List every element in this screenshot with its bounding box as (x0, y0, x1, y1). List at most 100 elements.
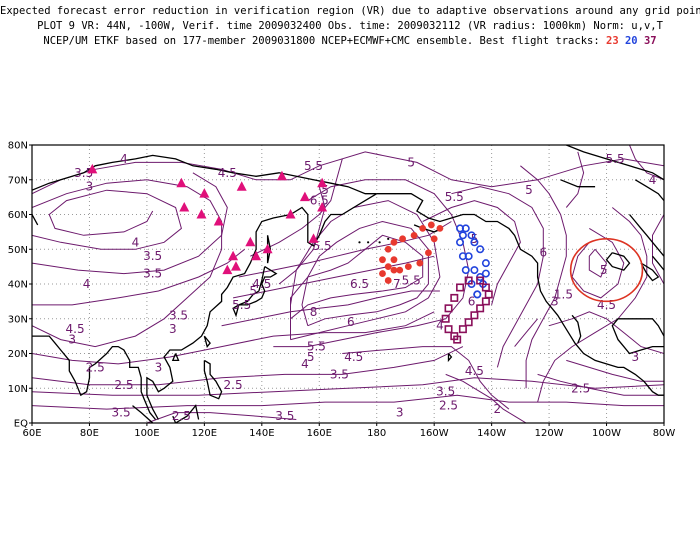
contour-label: 5.5 (606, 152, 625, 166)
coastline (171, 353, 180, 362)
track-purple-point (450, 293, 459, 302)
track-label-blue: 20 (624, 35, 638, 47)
contour-label: 4.5 (344, 350, 363, 364)
contour-label: 4 (83, 277, 91, 291)
contour-label: 3 (68, 333, 76, 347)
contour-label: 6 (540, 246, 548, 260)
lat-tick-label: 30N (8, 314, 28, 325)
contour-label: 2.5 (571, 381, 590, 395)
coastline (652, 255, 664, 271)
island (358, 241, 361, 244)
contour-label: 4.5 (252, 277, 271, 291)
contour-line (537, 207, 648, 403)
contour-label: 4 (132, 235, 140, 249)
coastline (571, 314, 582, 344)
contour-label: 5 (600, 263, 608, 277)
title-line-3: NCEP/UM ETKF based on 177-member 2009031… (0, 35, 700, 48)
contour-label: 3 (631, 350, 639, 364)
contour-label: 3.5 (112, 406, 131, 420)
lon-tick-label: 140E (249, 428, 274, 439)
title-line-1: Expected forecast error reduction in ver… (0, 5, 700, 17)
contour-line (32, 377, 664, 396)
contour-line (451, 186, 544, 368)
lat-tick-label: 50N (8, 245, 28, 256)
title-line-3-text: NCEP/UM ETKF based on 177-member 2009031… (43, 35, 606, 47)
contour-label: 5 (321, 183, 329, 197)
lon-tick-label: 180 (367, 428, 386, 439)
track-red-point (436, 225, 444, 232)
contour-label: 3 (551, 294, 559, 308)
lon-tick-label: 120W (535, 428, 564, 439)
track-purple-point (444, 325, 453, 334)
dropsonde-site-marker (222, 264, 233, 275)
track-red-point (379, 270, 386, 277)
contour-label: 6.5 (310, 194, 329, 208)
track-purple-point (476, 304, 485, 313)
coastline (203, 359, 223, 400)
track-purple-point (441, 314, 450, 323)
verification-region (569, 238, 644, 303)
coastline (232, 266, 278, 318)
contour-line (520, 165, 567, 389)
track-purple-point (464, 318, 473, 327)
dropsonde-site-marker (317, 177, 328, 188)
map-axes: 60E 80E 100E 120E 140E 160E 180 160W 140W 120W 100… (8, 141, 676, 440)
dropsonde-site-marker (317, 202, 328, 212)
contour-line (146, 412, 297, 423)
contour-label: 3.5 (275, 409, 294, 423)
track-red-point (379, 256, 386, 264)
track-purple-point (481, 283, 490, 292)
lat-tick-label: 80N (8, 141, 28, 152)
contour-label: 2.5 (114, 378, 133, 392)
contour-lines (32, 145, 664, 423)
contour-label: 4.5 (66, 322, 85, 336)
contour-label: 4.5 (597, 298, 616, 312)
dropsonde-site-marker (236, 181, 247, 191)
track-blue-point (481, 269, 490, 278)
track-blue-point (456, 238, 465, 247)
dropsonde-site-marker (87, 163, 98, 174)
lon-tick-label: 160E (307, 428, 332, 439)
lat-tick-label: 40N (8, 280, 28, 291)
coastline (172, 404, 200, 423)
lon-tick-label: 100E (134, 428, 159, 439)
lon-tick-label: 80W (653, 428, 676, 439)
coastline (32, 335, 157, 420)
track-blue-point (461, 224, 470, 233)
contour-line (445, 373, 527, 423)
dropsonde-site-marker (245, 236, 256, 247)
track-red-point (430, 235, 438, 243)
contour-label: 4 (436, 319, 444, 333)
coastline (566, 145, 664, 181)
contour-label: 6 (347, 315, 355, 329)
title-line-2: PLOT 9 VR: 44N, -100W, Verif. time 20090… (37, 20, 663, 32)
track-blue-point (458, 231, 467, 240)
contour-label: 3.5 (330, 367, 349, 381)
contour-label: 3.5 (169, 308, 188, 322)
lon-tick-label: 100W (592, 428, 621, 439)
dropsonde-site-marker (179, 202, 190, 212)
contour-line (629, 145, 664, 181)
contour-label: 5 (407, 155, 415, 169)
dropsonde-site-marker (285, 209, 296, 219)
lon-tick-label: 160W (420, 428, 449, 439)
lat-tick-label: EQ (14, 419, 28, 430)
coastline (605, 252, 631, 271)
contour-label: 5.5 (304, 159, 323, 173)
lon-tick-label: 80E (80, 428, 99, 439)
coastline (628, 214, 664, 257)
contour-line (233, 255, 435, 299)
contour-label: 3.5 (143, 267, 162, 281)
contour-label: 5 (525, 183, 533, 197)
contour-line (565, 151, 585, 208)
contour-label: 2 (494, 402, 502, 416)
track-label-red: 23 (606, 35, 619, 47)
coastline (146, 193, 378, 420)
contour-label: 5 (307, 350, 315, 364)
lat-tick-label: 70N (8, 175, 28, 186)
track-blue-point (470, 266, 479, 275)
contour-label: 4 (649, 173, 657, 187)
contour-line (32, 311, 435, 365)
contour-label: 1.5 (554, 287, 573, 301)
